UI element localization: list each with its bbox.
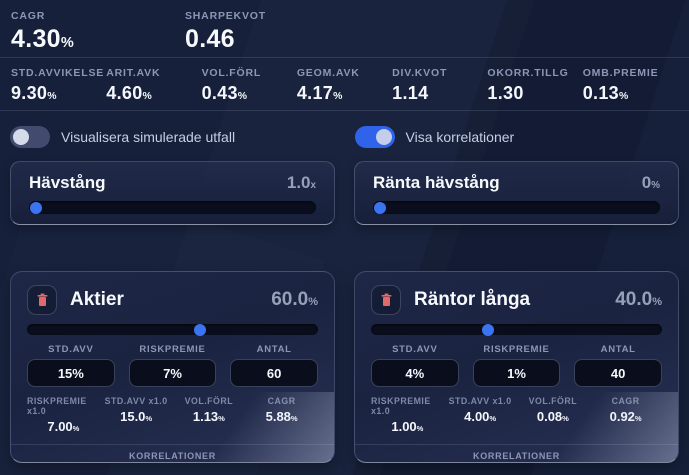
interest-leverage-value: 0% bbox=[641, 173, 660, 192]
asset-title: Räntor långa bbox=[414, 289, 531, 310]
leverage-cards-row: Hävstång 1.0x Ränta hävstång 0% bbox=[0, 161, 689, 225]
antal-input[interactable] bbox=[230, 359, 318, 387]
std-avv-input[interactable] bbox=[371, 359, 459, 387]
stat-omb-premie: OMB.PREMIE 0.13% bbox=[582, 67, 659, 103]
stat-std-avvikelse: STD.AVVIKELSE 9.30% bbox=[11, 67, 105, 103]
trash-icon bbox=[37, 293, 47, 306]
asset-weight: 60.0% bbox=[271, 289, 318, 310]
asset-weight-slider[interactable] bbox=[371, 323, 662, 336]
stat-arit-avk: ARIT.AVK 4.60% bbox=[106, 67, 161, 103]
stat-div-kvot: DIV.KVOT 1.14 bbox=[392, 67, 448, 103]
divider bbox=[355, 444, 678, 445]
asset-title: Aktier bbox=[70, 289, 124, 310]
toggle-label: Visualisera simulerade utfall bbox=[61, 129, 236, 145]
toggle-knob bbox=[13, 129, 29, 145]
toggle-knob bbox=[375, 129, 392, 145]
stat-value: 0.46 bbox=[185, 25, 235, 53]
mini-stat: VOL.FÖRL 1.13% bbox=[184, 396, 234, 424]
std-avv-input[interactable] bbox=[27, 359, 115, 387]
correlations-label: KORRELATIONER bbox=[473, 451, 560, 461]
input-label: RISKPREMIE bbox=[139, 344, 206, 355]
asset-card-rantor-langa: Räntor långa 40.0% STD.AVV RISKPREMIE bbox=[354, 271, 679, 463]
delete-asset-button[interactable] bbox=[27, 285, 57, 315]
interest-leverage-slider[interactable] bbox=[373, 201, 660, 214]
mini-stat: RISKPREMIE x1.0 7.00% bbox=[27, 396, 87, 434]
mini-stat: RISKPREMIE x1.0 1.00% bbox=[371, 396, 431, 434]
toggle-group-simulated: Visualisera simulerade utfall bbox=[0, 126, 345, 148]
toggle-row: Visualisera simulerade utfall Visa korre… bbox=[0, 111, 689, 161]
input-label: STD.AVV bbox=[48, 344, 94, 355]
slider-thumb[interactable] bbox=[193, 323, 206, 336]
leverage-card: Hävstång 1.0x bbox=[10, 161, 335, 225]
stat-sharpe: SHARPEKVOT 0.46 bbox=[185, 10, 359, 57]
stat-value: 4.30% bbox=[11, 25, 75, 53]
stat-label: SHARPEKVOT bbox=[185, 10, 266, 22]
input-label: ANTAL bbox=[600, 344, 636, 355]
mini-stat: STD.AVV x1.0 15.0% bbox=[104, 396, 168, 424]
stat-geom-avk: GEOM.AVK 4.17% bbox=[296, 67, 360, 103]
leverage-value: 1.0x bbox=[286, 173, 316, 192]
correlations-label: KORRELATIONER bbox=[129, 451, 216, 461]
leverage-slider[interactable] bbox=[29, 201, 316, 214]
mini-stat: CAGR 0.92% bbox=[609, 396, 642, 424]
input-label: RISKPREMIE bbox=[483, 344, 550, 355]
trash-icon bbox=[381, 293, 391, 306]
toggle-group-correlations: Visa korrelationer bbox=[345, 126, 689, 148]
mini-stat: VOL.FÖRL 0.08% bbox=[528, 396, 578, 424]
stat-label: CAGR bbox=[11, 10, 46, 22]
stat-cagr: CAGR 4.30% bbox=[11, 10, 185, 57]
mini-stat: CAGR 5.88% bbox=[265, 396, 298, 424]
show-correlations-toggle[interactable] bbox=[354, 126, 395, 148]
slider-thumb[interactable] bbox=[29, 201, 42, 214]
interest-leverage-title: Ränta hävstång bbox=[373, 173, 500, 192]
riskpremie-input[interactable] bbox=[472, 359, 561, 387]
slider-thumb[interactable] bbox=[482, 323, 495, 336]
secondary-stats: STD.AVVIKELSE 9.30% ARIT.AVK 4.60% VOL.F… bbox=[0, 58, 689, 110]
delete-asset-button[interactable] bbox=[371, 285, 401, 315]
stat-vol-forl: VOL.FÖRL 0.43% bbox=[201, 67, 262, 103]
toggle-label: Visa korrelationer bbox=[405, 129, 515, 145]
interest-leverage-card: Ränta hävstång 0% bbox=[354, 161, 679, 225]
simulate-outcomes-toggle[interactable] bbox=[10, 126, 50, 148]
asset-weight: 40.0% bbox=[615, 289, 662, 310]
divider bbox=[11, 444, 334, 445]
slider-thumb[interactable] bbox=[373, 201, 386, 214]
stat-okorr-tillg: OKORR.TILLG 1.30 bbox=[487, 67, 569, 103]
divider bbox=[0, 110, 689, 111]
input-label: ANTAL bbox=[256, 344, 292, 355]
primary-stats: CAGR 4.30% SHARPEKVOT 0.46 bbox=[0, 0, 689, 57]
input-label: STD.AVV bbox=[392, 344, 438, 355]
leverage-title: Hävstång bbox=[29, 173, 106, 192]
riskpremie-input[interactable] bbox=[128, 359, 217, 387]
asset-weight-slider[interactable] bbox=[27, 323, 318, 336]
divider bbox=[0, 57, 689, 58]
mini-stat: STD.AVV x1.0 4.00% bbox=[448, 396, 512, 424]
asset-cards-row: Aktier 60.0% STD.AVV RISKPREMIE bbox=[0, 271, 689, 463]
antal-input[interactable] bbox=[574, 359, 662, 387]
asset-card-aktier: Aktier 60.0% STD.AVV RISKPREMIE bbox=[10, 271, 335, 463]
